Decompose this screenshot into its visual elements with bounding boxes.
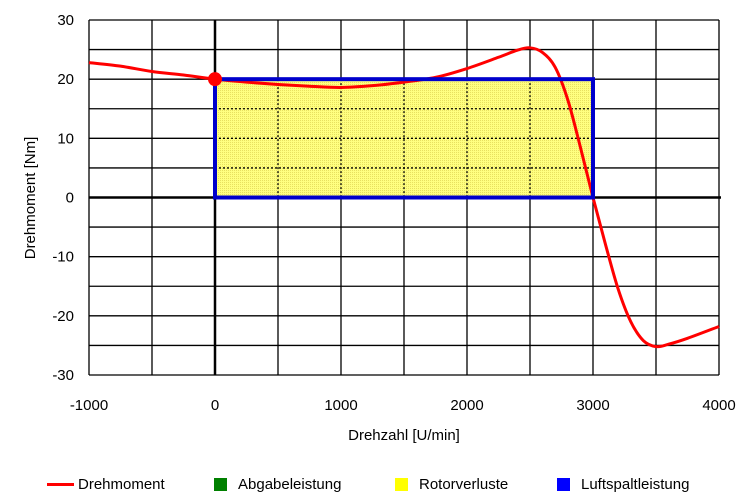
svg-text:4000: 4000 [702,397,735,414]
rotorverluste-area [215,79,593,198]
drehmoment-curve [88,46,720,349]
luftspaltleistung-rect [213,77,595,200]
y-axis-ticks: 30 20 10 0 -10 -20 -30 [52,12,74,384]
chart-canvas: -1000 0 1000 2000 3000 4000 3020100-10-20-30 … [22,12,736,444]
svg-text:2000: 2000 [450,397,483,414]
legend-item-drehmoment: Drehmoment [47,472,165,496]
legend-item-rotorverluste: Rotorverluste [395,472,508,496]
legend-item-luftspaltleistung: Luftspaltleistung [557,472,689,496]
y-axis-label: Drehmoment [Nm] [22,137,39,260]
svg-text:-30: -30 [52,367,74,384]
x-axis-label: Drehzahl [U/min] [348,427,460,444]
svg-text:0: 0 [66,190,74,207]
legend: Drehmoment Abgabeleistung Rotorverluste … [0,472,750,496]
green-swatch-icon [214,477,227,491]
yellow-swatch-icon [395,477,408,491]
legend-label: Abgabeleistung [238,475,342,493]
x-axis-ticks: -1000 0 1000 2000 3000 4000 [70,397,736,414]
svg-text:-1000: -1000 [70,397,108,414]
svg-text:0: 0 [211,397,219,414]
svg-text:-20: -20 [52,308,74,325]
svg-text:3000: 3000 [576,397,609,414]
svg-text:30: 30 [57,12,74,29]
svg-text:20: 20 [57,71,74,88]
svg-text:10: 10 [57,130,74,147]
legend-label: Luftspaltleistung [581,475,690,493]
legend-label: Drehmoment [78,475,165,493]
line-swatch-icon [47,482,74,486]
svg-text:1000: 1000 [324,397,357,414]
legend-label: Rotorverluste [419,475,509,493]
blue-swatch-icon [557,477,570,491]
operating-point-marker [208,72,222,87]
legend-item-abgabeleistung: Abgabeleistung [214,472,341,496]
svg-text:-10: -10 [52,249,74,266]
